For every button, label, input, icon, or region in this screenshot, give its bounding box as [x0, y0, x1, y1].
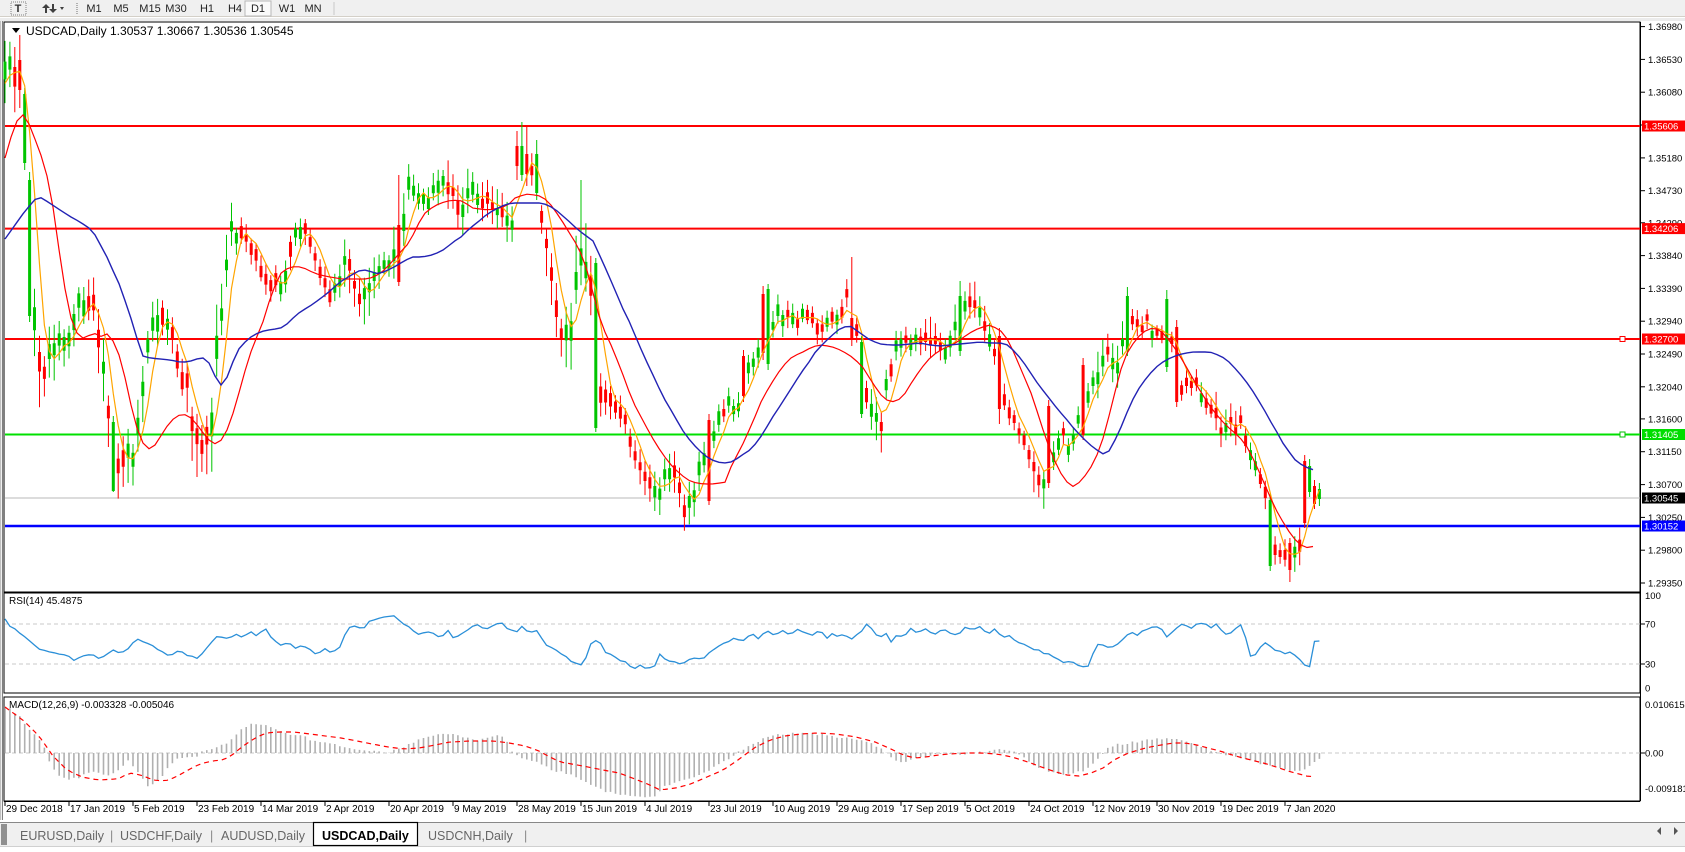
svg-text:1.32490: 1.32490: [1648, 350, 1682, 361]
svg-text:1.30152: 1.30152: [1644, 522, 1678, 533]
svg-text:100: 100: [1645, 591, 1661, 602]
svg-text:29 Aug 2019: 29 Aug 2019: [838, 804, 895, 815]
svg-text:24 Oct 2019: 24 Oct 2019: [1030, 804, 1085, 815]
svg-text:5 Oct 2019: 5 Oct 2019: [966, 804, 1015, 815]
svg-text:1.31405: 1.31405: [1644, 430, 1678, 441]
svg-text:|: |: [110, 829, 113, 843]
svg-text:AUDUSD,Daily: AUDUSD,Daily: [221, 829, 306, 843]
svg-text:USDCHF,Daily: USDCHF,Daily: [120, 829, 203, 843]
svg-text:1.32700: 1.32700: [1644, 335, 1678, 346]
svg-text:1.35180: 1.35180: [1648, 153, 1682, 164]
svg-text:USDCAD,Daily: USDCAD,Daily: [322, 829, 409, 843]
svg-text:M5: M5: [113, 3, 128, 15]
svg-text:0.00: 0.00: [1645, 749, 1664, 760]
svg-text:0: 0: [1645, 684, 1650, 695]
svg-text:1.34206: 1.34206: [1644, 224, 1678, 235]
svg-text:7 Jan 2020: 7 Jan 2020: [1286, 804, 1336, 815]
svg-text:29 Dec 2018: 29 Dec 2018: [6, 804, 63, 815]
svg-text:MACD(12,26,9) -0.003328 -0.005: MACD(12,26,9) -0.003328 -0.005046: [9, 700, 175, 711]
svg-text:1.32940: 1.32940: [1648, 317, 1682, 328]
svg-text:T: T: [15, 3, 22, 15]
svg-text:1.36080: 1.36080: [1648, 88, 1682, 99]
svg-text:20 Apr 2019: 20 Apr 2019: [390, 804, 444, 815]
svg-text:1.32040: 1.32040: [1648, 382, 1682, 393]
svg-text:19 Dec 2019: 19 Dec 2019: [1222, 804, 1279, 815]
svg-text:1.34730: 1.34730: [1648, 186, 1682, 197]
svg-text:|: |: [524, 829, 527, 843]
svg-text:RSI(14) 45.4875: RSI(14) 45.4875: [9, 596, 83, 607]
svg-text:9 May 2019: 9 May 2019: [454, 804, 507, 815]
svg-text:14 Mar 2019: 14 Mar 2019: [262, 804, 319, 815]
svg-text:5 Feb 2019: 5 Feb 2019: [134, 804, 185, 815]
svg-text:70: 70: [1645, 620, 1656, 631]
svg-text:15 Jun 2019: 15 Jun 2019: [582, 804, 637, 815]
svg-text:28 May 2019: 28 May 2019: [518, 804, 576, 815]
svg-text:10 Aug 2019: 10 Aug 2019: [774, 804, 831, 815]
svg-text:H4: H4: [228, 3, 242, 15]
svg-text:1.30700: 1.30700: [1648, 480, 1682, 491]
svg-text:M1: M1: [86, 3, 101, 15]
svg-text:D1: D1: [251, 3, 265, 15]
svg-text:1.31150: 1.31150: [1648, 447, 1682, 458]
svg-text:MN: MN: [304, 3, 321, 15]
svg-text:4 Jul 2019: 4 Jul 2019: [646, 804, 693, 815]
svg-text:M30: M30: [165, 3, 186, 15]
svg-text:1.33840: 1.33840: [1648, 251, 1682, 262]
svg-text:1.36980: 1.36980: [1648, 22, 1682, 33]
svg-text:30: 30: [1645, 660, 1656, 671]
svg-text:USDCNH,Daily: USDCNH,Daily: [428, 829, 513, 843]
svg-text:|: |: [210, 829, 213, 843]
svg-text:30 Nov 2019: 30 Nov 2019: [1158, 804, 1215, 815]
svg-text:-0.009181: -0.009181: [1645, 784, 1685, 795]
svg-text:1.33390: 1.33390: [1648, 284, 1682, 295]
svg-text:1.36530: 1.36530: [1648, 55, 1682, 66]
svg-text:0.010615: 0.010615: [1645, 700, 1685, 711]
svg-text:H1: H1: [200, 3, 214, 15]
svg-text:1.29350: 1.29350: [1648, 579, 1682, 590]
svg-text:EURUSD,Daily: EURUSD,Daily: [20, 829, 105, 843]
svg-text:2 Apr 2019: 2 Apr 2019: [326, 804, 375, 815]
svg-text:1.30545: 1.30545: [1644, 494, 1678, 505]
svg-text:1.29800: 1.29800: [1648, 546, 1682, 557]
svg-text:1.30250: 1.30250: [1648, 513, 1682, 524]
svg-text:1.35606: 1.35606: [1644, 122, 1678, 133]
svg-text:12 Nov 2019: 12 Nov 2019: [1094, 804, 1151, 815]
svg-text:M15: M15: [139, 3, 160, 15]
svg-text:1.31600: 1.31600: [1648, 414, 1682, 425]
svg-text:USDCAD,Daily 1.30537 1.30667: USDCAD,Daily 1.30537 1.30667 1.30536 1.3…: [26, 24, 294, 38]
svg-text:17 Sep 2019: 17 Sep 2019: [902, 804, 959, 815]
svg-text:W1: W1: [279, 3, 296, 15]
svg-text:23 Jul 2019: 23 Jul 2019: [710, 804, 762, 815]
svg-text:17 Jan 2019: 17 Jan 2019: [70, 804, 125, 815]
svg-text:23 Feb 2019: 23 Feb 2019: [198, 804, 255, 815]
